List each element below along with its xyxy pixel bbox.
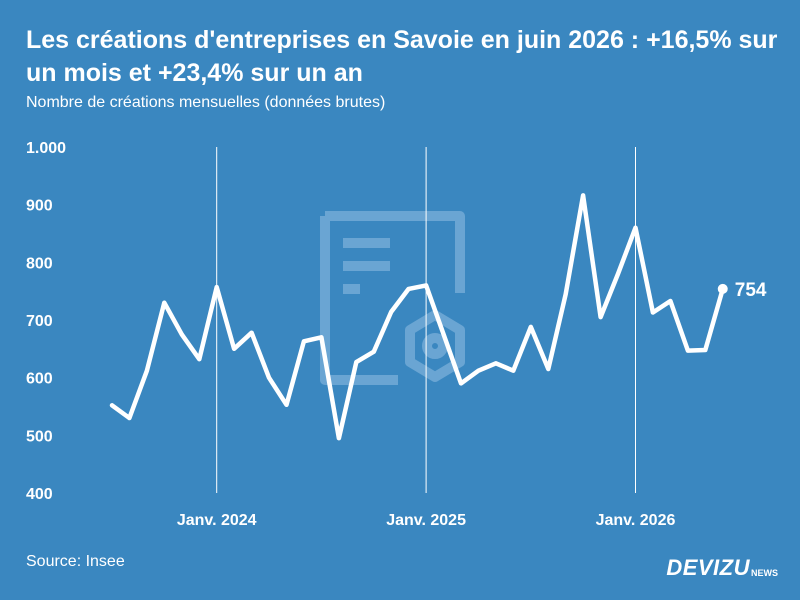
chart-subtitle: Nombre de créations mensuelles (données …: [26, 94, 386, 111]
last-value-label: 754: [735, 280, 767, 301]
y-tick-label: 600: [26, 371, 53, 388]
brand-logo: DEVIZU NEWS: [666, 555, 778, 581]
x-tick-label: Janv. 2024: [177, 512, 257, 529]
y-tick-label: 700: [26, 313, 53, 330]
source-note: Source: Insee: [26, 553, 125, 570]
x-tick-label: Janv. 2025: [386, 512, 466, 529]
document-gear-icon: [320, 211, 465, 385]
y-tick-label: 500: [26, 428, 53, 445]
x-tick-label: Janv. 2026: [596, 512, 676, 529]
brand-name: DEVIZU: [666, 555, 750, 580]
last-point-marker: [717, 283, 728, 294]
brand-suffix: NEWS: [751, 568, 778, 578]
series-line: [109, 193, 726, 441]
y-tick-label: 800: [26, 255, 53, 272]
chart-title: Les créations d'entreprises en Savoie en…: [26, 26, 778, 87]
y-tick-label: 900: [26, 198, 53, 215]
y-tick-label: 400: [26, 486, 53, 503]
y-tick-label: 1.000: [26, 140, 66, 157]
